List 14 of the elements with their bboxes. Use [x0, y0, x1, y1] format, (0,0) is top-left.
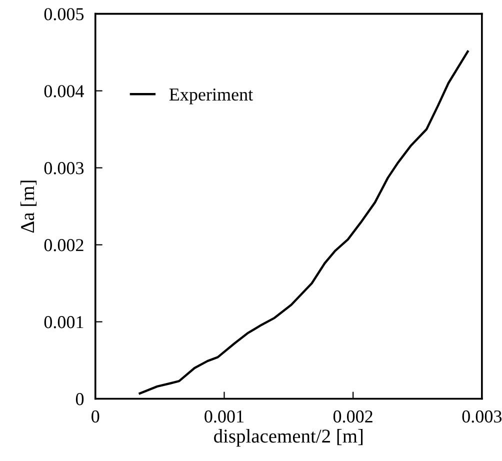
y-tick-label: 0.002 [44, 239, 84, 252]
x-tick-label: 0 [92, 410, 100, 423]
legend-label: Experiment [169, 88, 253, 104]
x-axis-title: displacement/2 [m] [214, 429, 363, 447]
x-tick-label: 0.003 [462, 410, 502, 423]
y-tick-label: 0.003 [44, 162, 84, 174]
y-tick-label: 0.001 [44, 316, 84, 328]
x-tick-label: 0.002 [333, 410, 372, 423]
y-tick-label: 0.005 [44, 8, 84, 20]
line-series [138, 50, 469, 394]
y-axis-title: Δa [m] [20, 180, 37, 233]
y-tick-label: 0.004 [44, 85, 84, 98]
x-tick-label: 0.001 [204, 410, 244, 423]
y-tick-label: 0 [76, 393, 84, 406]
